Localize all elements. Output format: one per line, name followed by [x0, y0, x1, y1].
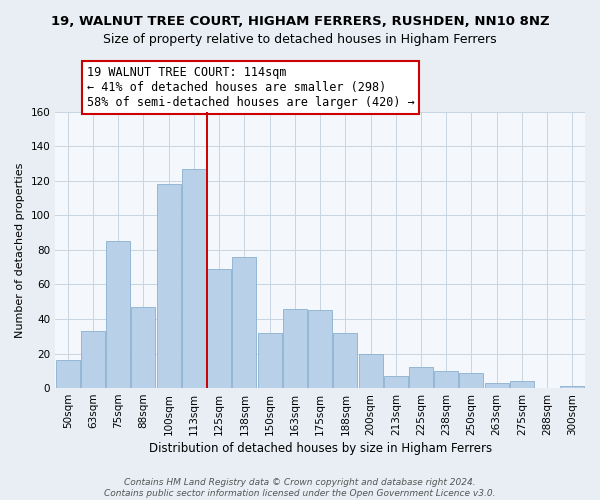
Text: 19, WALNUT TREE COURT, HIGHAM FERRERS, RUSHDEN, NN10 8NZ: 19, WALNUT TREE COURT, HIGHAM FERRERS, R…: [50, 15, 550, 28]
Bar: [207, 269, 231, 388]
Text: Contains HM Land Registry data © Crown copyright and database right 2024.
Contai: Contains HM Land Registry data © Crown c…: [104, 478, 496, 498]
Bar: [157, 184, 181, 388]
Bar: [560, 386, 584, 388]
Text: Size of property relative to detached houses in Higham Ferrers: Size of property relative to detached ho…: [103, 32, 497, 46]
Bar: [283, 308, 307, 388]
Bar: [56, 360, 80, 388]
Bar: [106, 242, 130, 388]
Bar: [384, 376, 408, 388]
Bar: [334, 333, 357, 388]
Bar: [182, 169, 206, 388]
Bar: [460, 372, 484, 388]
Bar: [257, 333, 281, 388]
Bar: [308, 310, 332, 388]
Bar: [131, 307, 155, 388]
X-axis label: Distribution of detached houses by size in Higham Ferrers: Distribution of detached houses by size …: [149, 442, 491, 455]
Y-axis label: Number of detached properties: Number of detached properties: [15, 162, 25, 338]
Bar: [81, 331, 105, 388]
Bar: [232, 257, 256, 388]
Bar: [409, 368, 433, 388]
Bar: [485, 383, 509, 388]
Bar: [359, 354, 383, 388]
Bar: [510, 381, 534, 388]
Bar: [434, 371, 458, 388]
Text: 19 WALNUT TREE COURT: 114sqm
← 41% of detached houses are smaller (298)
58% of s: 19 WALNUT TREE COURT: 114sqm ← 41% of de…: [87, 66, 415, 109]
